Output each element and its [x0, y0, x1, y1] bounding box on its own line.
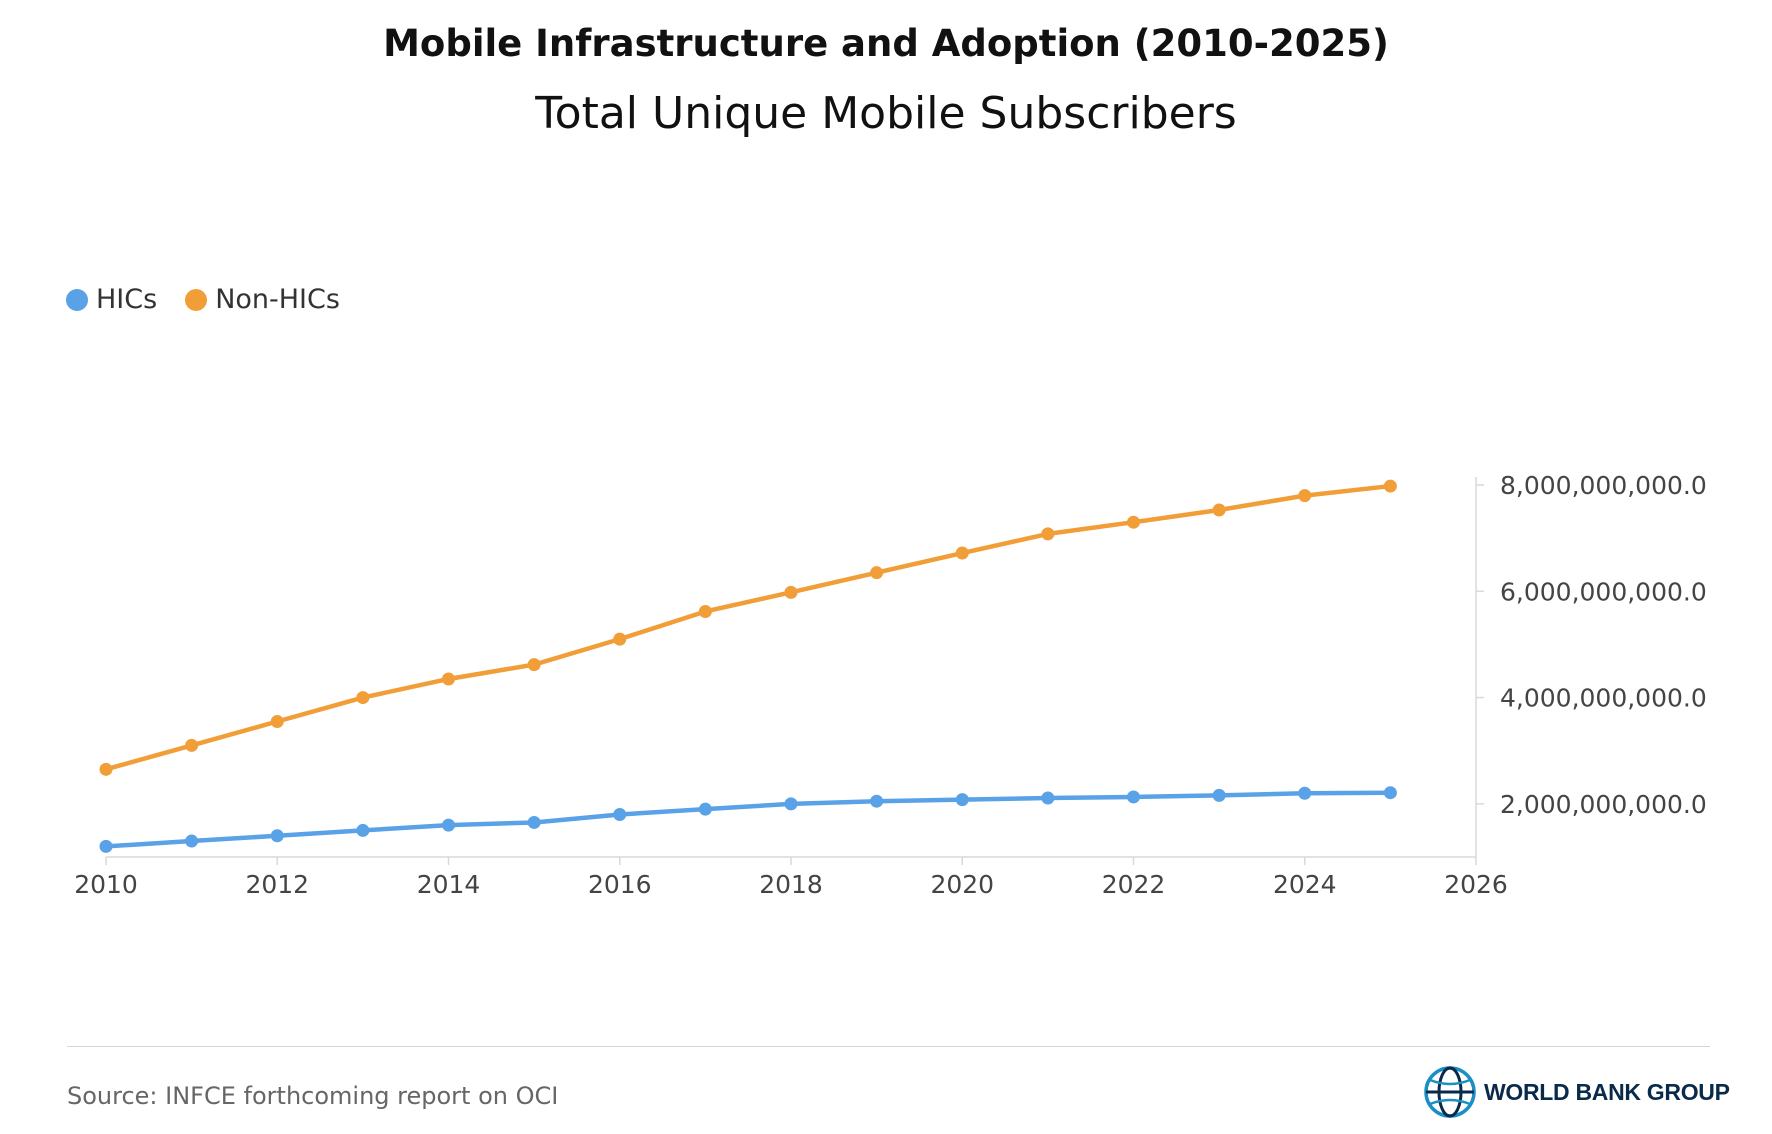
x-tick-label: 2016 [588, 870, 652, 899]
data-point-hics [784, 797, 798, 811]
x-tick-label: 2024 [1273, 870, 1337, 899]
y-tick-label: 6,000,000,000.0 [1500, 577, 1707, 606]
data-point-non-hics [613, 632, 627, 646]
data-point-non-hics [356, 691, 370, 705]
data-point-hics [1298, 786, 1312, 800]
legend: HICs Non-HICs [66, 284, 368, 315]
data-point-non-hics [1383, 479, 1397, 493]
legend-label-hics: HICs [96, 284, 158, 315]
data-point-non-hics [99, 762, 113, 776]
data-point-hics [527, 815, 541, 829]
legend-item-hics[interactable]: HICs [66, 284, 157, 315]
data-point-hics [356, 823, 370, 837]
data-point-hics [1383, 786, 1397, 800]
x-tick-label: 2026 [1444, 870, 1508, 899]
source-note: Source: INFCE forthcoming report on OCI [67, 1082, 559, 1110]
data-point-hics [698, 802, 712, 816]
data-point-hics [442, 818, 455, 832]
data-point-non-hics [698, 604, 712, 618]
y-tick-label: 2,000,000,000.0 [1500, 790, 1707, 819]
x-tick-label: 2018 [759, 870, 823, 899]
data-point-hics [613, 807, 627, 821]
x-tick-label: 2014 [417, 870, 481, 899]
data-point-non-hics [442, 672, 455, 686]
legend-label-non-hics: Non-HICs [215, 284, 340, 315]
chart-subtitle: Total Unique Mobile Subscribers [535, 88, 1237, 139]
data-point-hics [1127, 790, 1140, 804]
legend-item-non-hics[interactable]: Non-HICs [185, 284, 340, 315]
world-bank-logo: WORLD BANK GROUP [1422, 1064, 1730, 1120]
data-point-hics [99, 839, 113, 853]
data-point-hics [1212, 788, 1226, 802]
series-line-non-hics [103, 483, 1393, 772]
data-point-hics [955, 793, 969, 807]
data-point-hics [185, 834, 199, 848]
data-point-non-hics [1041, 527, 1055, 541]
x-tick-label: 2012 [245, 870, 309, 899]
data-point-hics [870, 794, 884, 808]
data-point-non-hics [527, 658, 541, 672]
data-point-non-hics [784, 585, 798, 599]
data-point-non-hics [870, 566, 884, 580]
logo-text: WORLD BANK GROUP [1484, 1078, 1730, 1105]
x-tick-label: 2010 [74, 870, 138, 899]
data-point-non-hics [1298, 489, 1312, 503]
data-point-non-hics [270, 714, 284, 728]
x-tick-label: 2022 [1102, 870, 1166, 899]
legend-marker-hics [66, 288, 88, 311]
line-chart: 2010 2012 2014 2016 2018 2020 2022 2024 2026 2,00… [74, 471, 1707, 899]
data-point-non-hics [1212, 503, 1226, 517]
series-line-hics [103, 790, 1393, 849]
x-tick-label: 2020 [930, 870, 994, 899]
data-point-non-hics [1127, 515, 1140, 529]
data-point-non-hics [185, 738, 199, 752]
chart-title: Mobile Infrastructure and Adoption (2010… [383, 22, 1389, 65]
data-point-hics [1041, 791, 1055, 805]
y-tick-label: 4,000,000,000.0 [1500, 684, 1707, 713]
footer-divider [67, 1046, 1710, 1047]
data-point-hics [270, 829, 284, 843]
data-point-non-hics [955, 546, 969, 560]
y-tick-label: 8,000,000,000.0 [1500, 471, 1707, 500]
legend-marker-non-hics [185, 288, 208, 311]
globe-icon [1424, 1066, 1476, 1118]
